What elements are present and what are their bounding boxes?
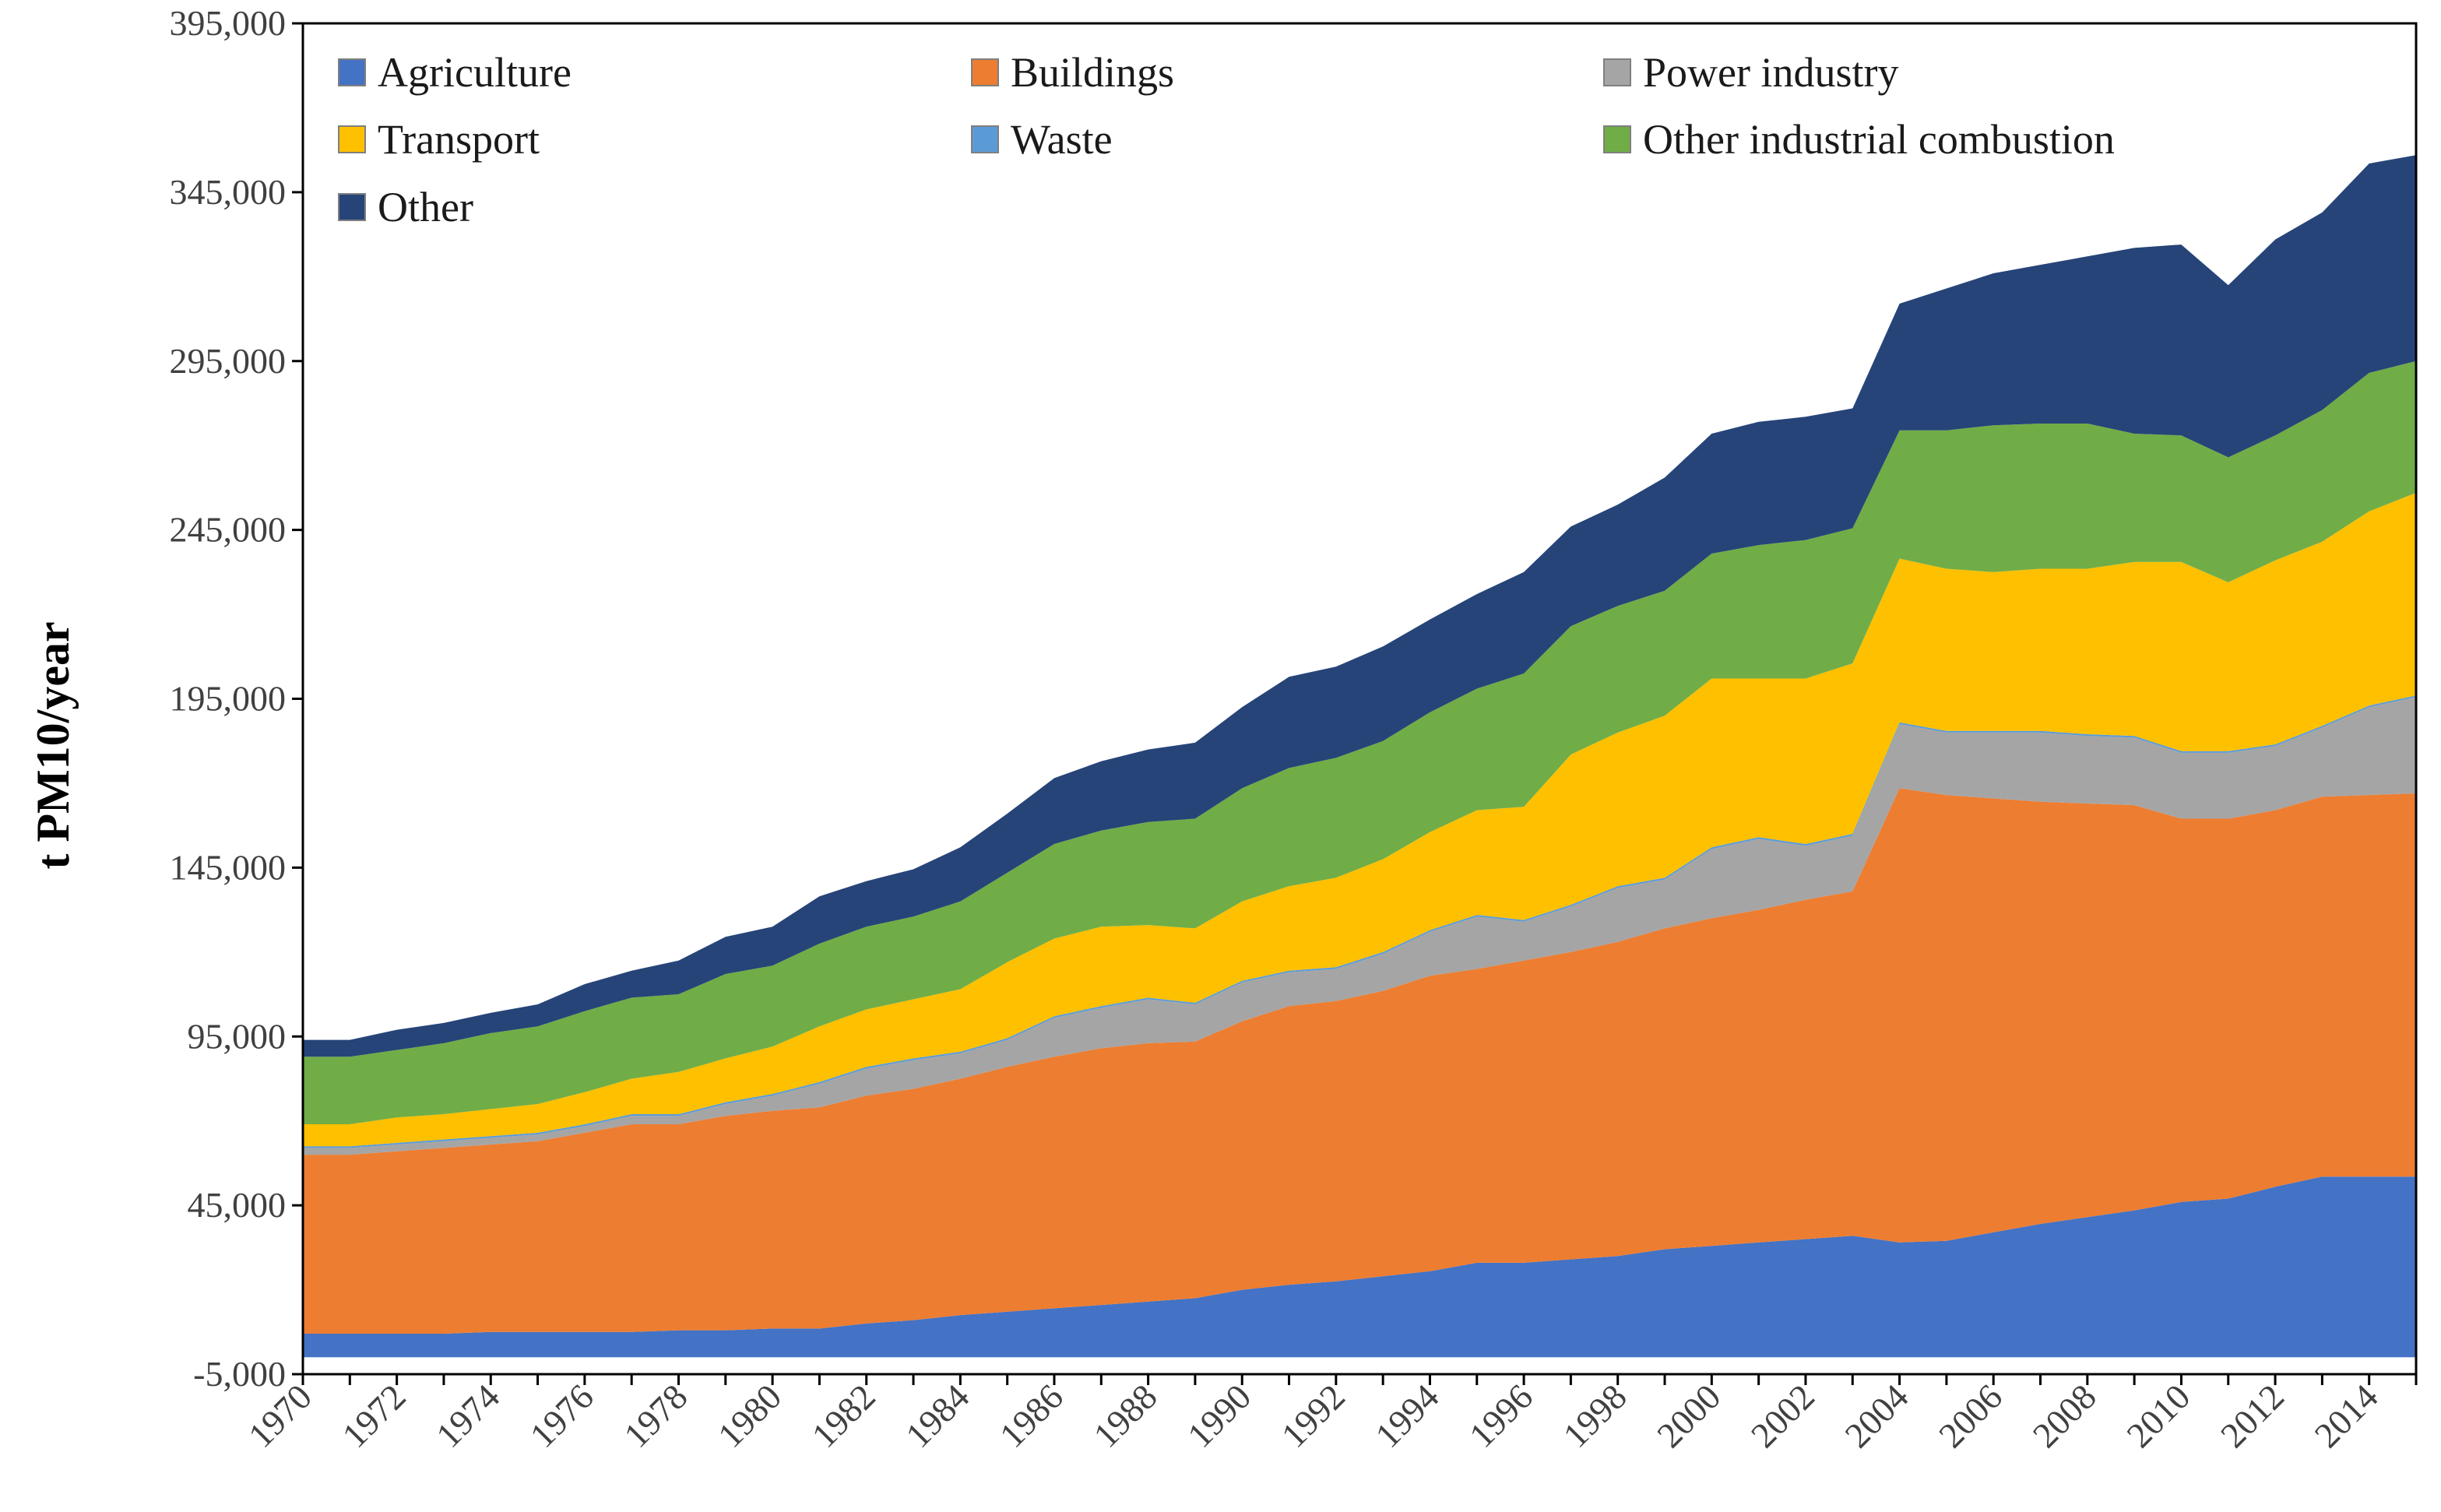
legend-label: Waste (1011, 116, 1113, 163)
y-tick-label: 245,000 (170, 510, 287, 550)
legend-swatch (338, 58, 366, 86)
legend-label: Other industrial combustion (1643, 116, 2115, 163)
x-tick-label: 2014 (2307, 1377, 2386, 1455)
x-tick-label: 2008 (2025, 1377, 2104, 1455)
area-agriculture (303, 1176, 2416, 1358)
legend-label: Agriculture (378, 49, 572, 96)
area-series-group (303, 155, 2416, 1358)
x-tick-label: 1980 (710, 1377, 789, 1455)
legend: Agriculture Buildings Power industry Transp… (338, 49, 2115, 230)
legend-item-buildings: Buildings (971, 49, 1174, 96)
x-tick-label: 1994 (1367, 1377, 1446, 1455)
x-tick-label: 1992 (1274, 1377, 1352, 1455)
legend-item-transport: Transport (338, 116, 540, 163)
x-tick-label: 1986 (992, 1377, 1071, 1455)
legend-swatch (1603, 58, 1631, 86)
y-tick-label: 195,000 (170, 679, 287, 719)
legend-item-power-industry: Power industry (1603, 49, 1898, 96)
area-transport (303, 492, 2416, 1147)
x-tick-label: 1978 (616, 1377, 695, 1455)
x-tick-label: 2006 (1931, 1377, 2010, 1455)
legend-swatch (338, 193, 366, 221)
legend-label: Power industry (1643, 49, 1898, 96)
x-tick-label: 2010 (2119, 1377, 2197, 1455)
y-tick-label: 145,000 (170, 847, 287, 887)
legend-label: Buildings (1011, 49, 1174, 96)
x-tick-label: 2012 (2213, 1377, 2292, 1455)
legend-swatch (1603, 125, 1631, 153)
legend-item-other-industrial-combustion: Other industrial combustion (1603, 116, 2115, 163)
area-other-industrial-combustion (303, 360, 2416, 1124)
legend-swatch (338, 125, 366, 153)
legend-swatch (971, 58, 999, 86)
x-tick-label: 1984 (898, 1377, 976, 1455)
x-tick-label: 1982 (804, 1377, 883, 1455)
y-axis-label: t PM10/year (27, 621, 79, 869)
x-tick-label: 1988 (1086, 1377, 1165, 1455)
legend-swatch (971, 125, 999, 153)
x-tick-label: 2002 (1743, 1377, 1822, 1455)
y-tick-label: -5,000 (193, 1354, 286, 1394)
legend-label: Transport (378, 116, 540, 163)
area-other (303, 155, 2416, 1057)
x-tick-label: 1976 (522, 1377, 601, 1455)
area-buildings (303, 788, 2416, 1334)
y-tick-label: 395,000 (170, 3, 287, 43)
y-tick-label: 345,000 (170, 172, 287, 212)
legend-item-other: Other (338, 184, 473, 230)
area-power-industry (303, 697, 2416, 1155)
legend-item-agriculture: Agriculture (338, 49, 572, 96)
y-axis-ticks: -5,000 45,000 95,000 145,000 195,000 245,000 2… (170, 3, 303, 1394)
x-tick-label: 1996 (1461, 1377, 1540, 1455)
y-tick-label: 45,000 (188, 1185, 287, 1225)
x-tick-label: 2000 (1649, 1377, 1728, 1455)
x-tick-label: 2004 (1838, 1377, 1916, 1455)
x-tick-label: 1998 (1556, 1377, 1634, 1455)
legend-item-waste: Waste (971, 116, 1113, 163)
y-tick-label: 295,000 (170, 341, 287, 381)
x-tick-label: 1974 (428, 1377, 507, 1455)
x-tick-label: 1990 (1180, 1377, 1258, 1455)
x-axis-ticks: 1970 1972 1974 1976 1978 1980 1982 1984 1986 1988… (241, 1374, 2418, 1455)
y-tick-label: 95,000 (188, 1016, 287, 1056)
x-tick-label: 1972 (335, 1377, 413, 1455)
legend-label: Other (378, 184, 473, 230)
